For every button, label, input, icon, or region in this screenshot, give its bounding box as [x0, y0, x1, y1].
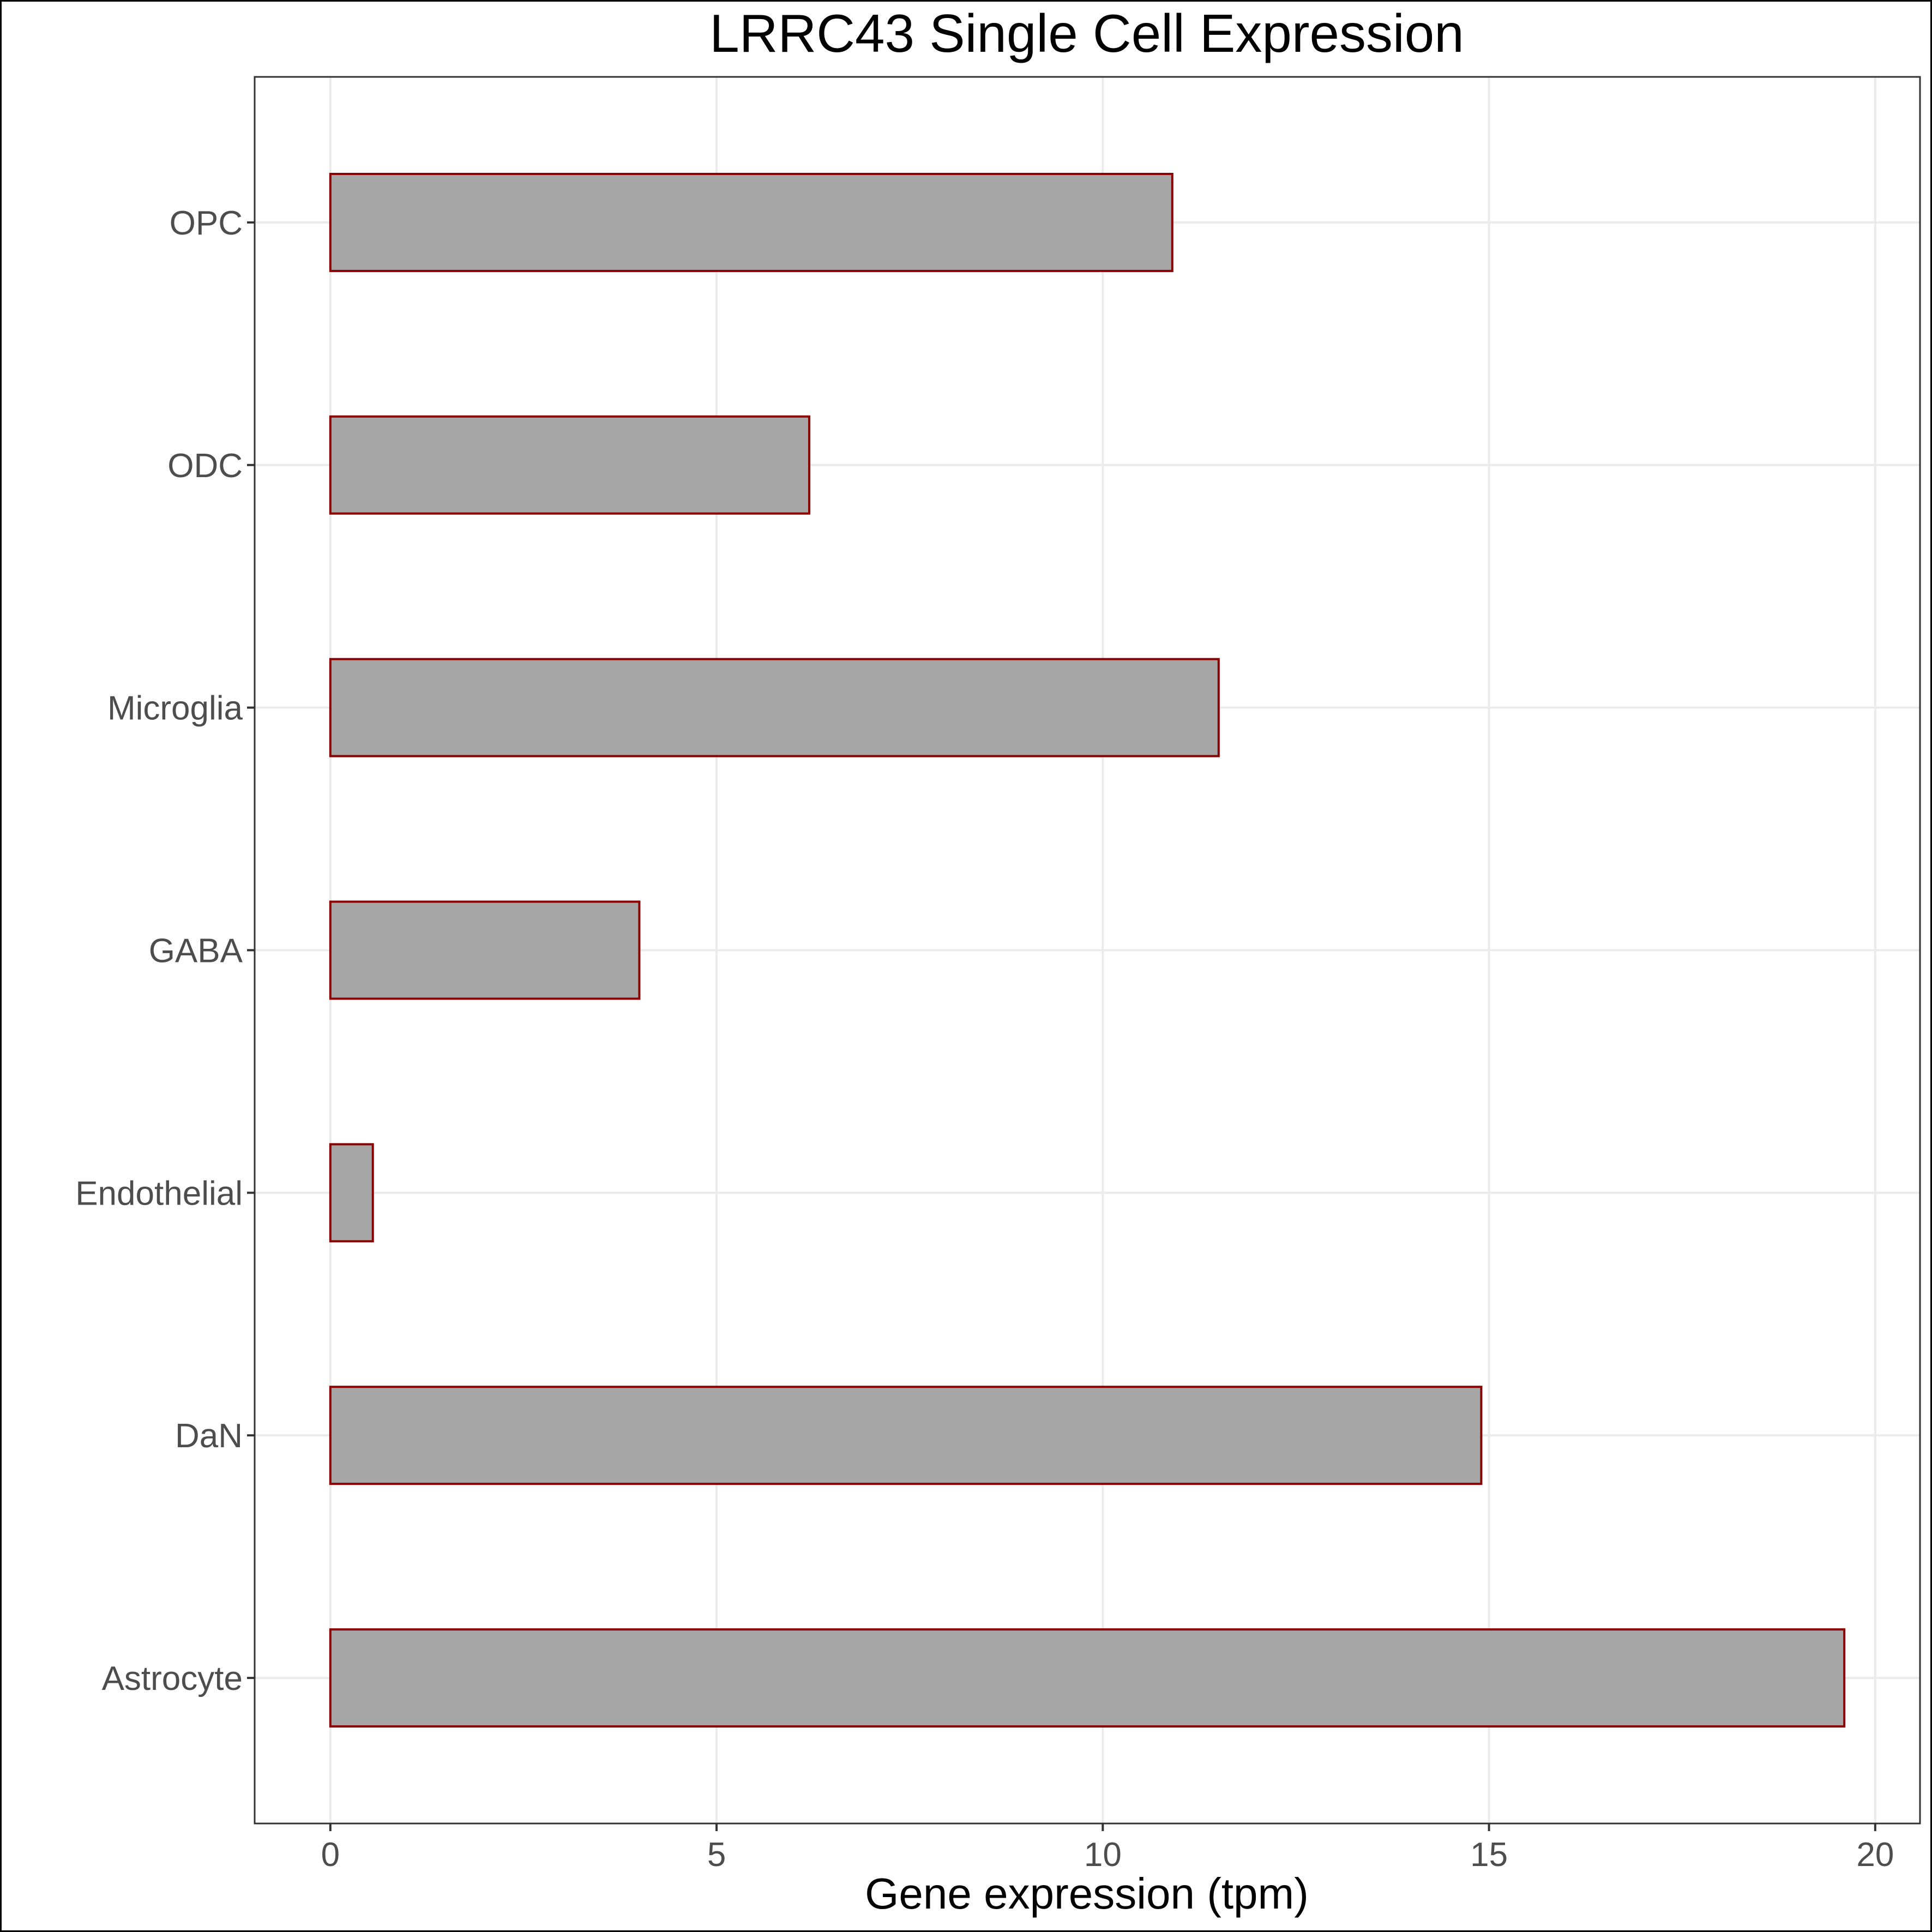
x-tick-label: 15	[1470, 1836, 1508, 1874]
bar-gaba	[329, 900, 641, 1000]
x-tick-label: 10	[1084, 1836, 1122, 1874]
y-tick-label: Microglia	[107, 690, 243, 727]
x-tick-label: 5	[707, 1836, 726, 1874]
y-tick-label: Endothelial	[75, 1175, 243, 1212]
y-tick-label: GABA	[149, 932, 243, 970]
x-tick-label: 0	[321, 1836, 340, 1874]
y-tick-label: DaN	[175, 1417, 243, 1455]
x-tick-label: 20	[1856, 1836, 1894, 1874]
x-axis-ticks: 0 5 10 15 20	[321, 1823, 1894, 1874]
y-tick-label: Astrocyte	[102, 1660, 243, 1698]
y-axis-ticks: Astrocyte DaN Endothelial GABA Microglia ODC O…	[75, 204, 255, 1698]
bar-odc	[329, 415, 811, 515]
bar-endothelial	[329, 1143, 374, 1243]
y-tick-label: OPC	[170, 204, 243, 242]
y-tick-label: ODC	[167, 447, 243, 485]
bar-microglia	[329, 658, 1220, 757]
bar-opc	[329, 172, 1173, 272]
chart-title: LRRC43 Single Cell Expression	[709, 3, 1464, 63]
bar-astrocyte	[329, 1628, 1846, 1728]
x-axis-title: Gene expression (tpm)	[865, 1869, 1309, 1918]
bar-dan	[329, 1386, 1483, 1485]
bars	[329, 172, 1846, 1728]
